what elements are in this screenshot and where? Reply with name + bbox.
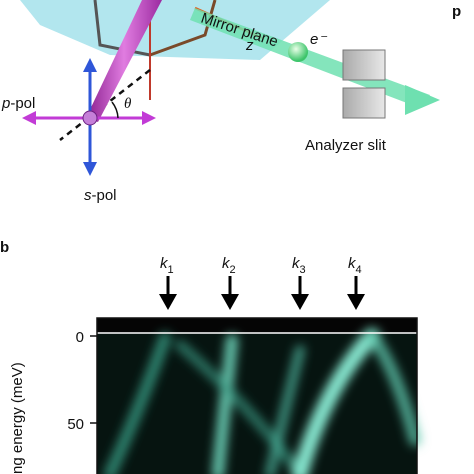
y-tick-label: 0	[76, 329, 84, 346]
k-label: k3	[292, 255, 306, 276]
k-subscript: 4	[356, 264, 362, 276]
k-subscript: 3	[300, 264, 306, 276]
pol-suffix: -pol	[10, 95, 35, 112]
k-symbol: k	[222, 255, 231, 272]
electron	[288, 42, 308, 62]
band	[265, 345, 305, 474]
band	[104, 332, 171, 474]
band	[212, 334, 238, 474]
bands	[104, 328, 421, 474]
corner-fragment: p	[452, 3, 461, 20]
panel-b: b k1 k2 k3 k4 0 50 ng energy (meV)	[0, 239, 421, 474]
arrowhead	[221, 294, 239, 310]
k-symbol: k	[292, 255, 301, 272]
image-frame	[96, 317, 418, 474]
k-subscript: 1	[168, 264, 174, 276]
p-pol-label: p-pol	[1, 95, 35, 112]
panel-label: b	[0, 239, 9, 256]
s-pol-label: s-pol	[84, 187, 117, 204]
theta-label: θ	[124, 96, 132, 112]
arrowhead	[83, 162, 97, 176]
arrowhead	[291, 294, 309, 310]
angle-arc	[111, 101, 119, 119]
arrowhead	[142, 111, 156, 125]
slit-label: Analyzer slit	[305, 137, 387, 154]
arrowhead	[22, 111, 36, 125]
z-label: z	[245, 37, 254, 54]
band	[292, 328, 380, 474]
arrowhead	[83, 58, 97, 72]
slit-block	[342, 87, 386, 119]
slit-block	[342, 49, 386, 81]
band	[366, 330, 421, 446]
pol-suffix: -pol	[92, 187, 117, 204]
sample-spot	[82, 110, 98, 126]
y-tick-label: 50	[67, 416, 84, 433]
k-label: k1	[160, 255, 174, 276]
arrowhead	[159, 294, 177, 310]
frame-line	[149, 0, 217, 57]
k-labels: k1 k2 k3 k4	[159, 255, 365, 310]
k-symbol: k	[348, 255, 357, 272]
k-label: k4	[348, 255, 362, 276]
k-symbol: k	[160, 255, 169, 272]
electron-beam	[190, 8, 430, 108]
light-beam	[86, 0, 162, 122]
y-axis-label: ng energy (meV)	[9, 362, 26, 474]
k-label: k2	[222, 255, 236, 276]
beam-arrow	[405, 85, 440, 115]
electron-label: e⁻	[310, 31, 327, 48]
arrowhead	[347, 294, 365, 310]
pol-symbol: s	[84, 187, 92, 204]
panel-a: Mirror plane z e⁻ θ p-pol s-pol Analyzer…	[1, 0, 461, 204]
pol-symbol: p	[1, 95, 10, 112]
k-subscript: 2	[230, 264, 236, 276]
band	[175, 340, 305, 474]
dark-band	[97, 318, 417, 333]
